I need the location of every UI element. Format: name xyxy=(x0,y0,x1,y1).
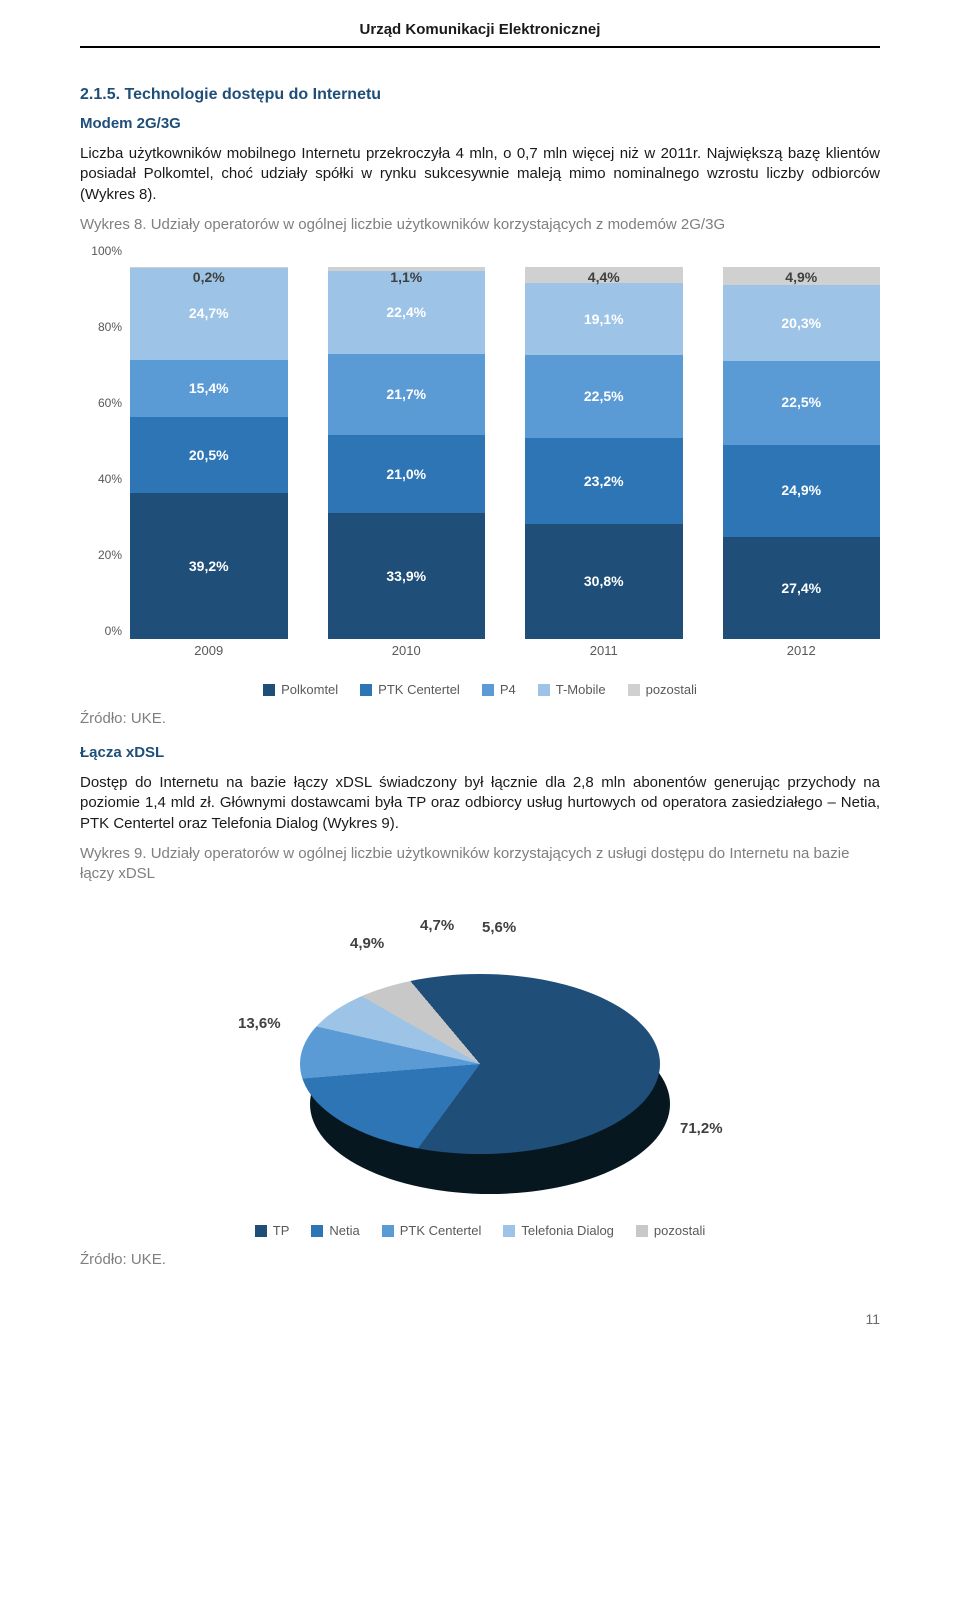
bar-segment: 20,5% xyxy=(130,417,288,493)
legend-label: P4 xyxy=(500,681,516,699)
legend-swatch xyxy=(503,1225,515,1237)
legend-swatch xyxy=(311,1225,323,1237)
bar-segment: 22,5% xyxy=(525,355,683,439)
bar-segment: 21,0% xyxy=(328,435,486,513)
stacked-bar-chart: 0% 20% 40% 60% 80% 100% 0,2%24,7%15,4%20,5%39… xyxy=(80,243,880,699)
stacked-bar: 4,9%20,3%22,5%24,9%27,4% xyxy=(723,267,881,639)
bar-column: 4,9%20,3%22,5%24,9%27,4%2012 xyxy=(723,267,881,663)
bar-top-label: 1,1% xyxy=(328,267,486,287)
pie-legend: TP Netia PTK Centertel Telefonia Dialog pozo… xyxy=(80,1222,880,1240)
legend-item: Netia xyxy=(311,1222,359,1240)
stacked-legend: Polkomtel PTK Centertel P4 T-Mobile pozostal… xyxy=(80,681,880,699)
legend-label: TP xyxy=(273,1222,290,1240)
y-axis: 0% 20% 40% 60% 80% 100% xyxy=(80,243,128,639)
bar-segment: 21,7% xyxy=(328,354,486,435)
x-category: 2011 xyxy=(525,639,683,663)
y-tick: 100% xyxy=(80,243,122,259)
stacked-bar: 1,1%22,4%21,7%21,0%33,9% xyxy=(328,267,486,639)
legend-swatch xyxy=(360,684,372,696)
bar-segment: 15,4% xyxy=(130,360,288,417)
source-1: Źródło: UKE. xyxy=(80,709,880,729)
bar-segment: 30,8% xyxy=(525,524,683,639)
legend-item: Polkomtel xyxy=(263,681,338,699)
pie-slice-label: 4,9% xyxy=(350,934,384,954)
bar-segment: 19,1% xyxy=(525,283,683,354)
legend-swatch xyxy=(538,684,550,696)
page-header: Urząd Komunikacji Elektronicznej xyxy=(80,20,880,48)
stacked-bar: 0,2%24,7%15,4%20,5%39,2% xyxy=(130,267,288,639)
legend-label: Netia xyxy=(329,1222,359,1240)
legend-item: Telefonia Dialog xyxy=(503,1222,614,1240)
chart8-caption: Wykres 8. Udziały operatorów w ogólnej l… xyxy=(80,215,880,235)
legend-item: P4 xyxy=(482,681,516,699)
stacked-bar: 4,4%19,1%22,5%23,2%30,8% xyxy=(525,267,683,639)
legend-label: T-Mobile xyxy=(556,681,606,699)
legend-item: pozostali xyxy=(628,681,697,699)
y-tick: 80% xyxy=(80,319,122,335)
paragraph-2: Dostęp do Internetu na bazie łączy xDSL … xyxy=(80,773,880,834)
legend-label: Polkomtel xyxy=(281,681,338,699)
y-tick: 0% xyxy=(80,623,122,639)
bar-column: 0,2%24,7%15,4%20,5%39,2%2009 xyxy=(130,267,288,663)
legend-item: TP xyxy=(255,1222,290,1240)
bar-segment: 20,3% xyxy=(723,285,881,361)
bar-segment: 39,2% xyxy=(130,493,288,639)
bar-segment: 22,5% xyxy=(723,361,881,445)
legend-label: Telefonia Dialog xyxy=(521,1222,614,1240)
legend-label: pozostali xyxy=(654,1222,705,1240)
paragraph-1: Liczba użytkowników mobilnego Internetu … xyxy=(80,144,880,205)
legend-swatch xyxy=(255,1225,267,1237)
legend-swatch xyxy=(382,1225,394,1237)
pie-face xyxy=(300,974,660,1154)
section-title: 2.1.5. Technologie dostępu do Internetu xyxy=(80,84,880,106)
legend-swatch xyxy=(263,684,275,696)
bar-top-label: 4,9% xyxy=(723,267,881,287)
page-number: 11 xyxy=(80,1310,880,1329)
bar-top-label: 4,4% xyxy=(525,267,683,287)
legend-swatch xyxy=(482,684,494,696)
source-2: Źródło: UKE. xyxy=(80,1250,880,1270)
bar-segment: 33,9% xyxy=(328,513,486,639)
legend-label: PTK Centertel xyxy=(400,1222,482,1240)
bar-column: 4,4%19,1%22,5%23,2%30,8%2011 xyxy=(525,267,683,663)
y-tick: 20% xyxy=(80,547,122,563)
pie-slice-label: 71,2% xyxy=(680,1119,723,1139)
legend-label: PTK Centertel xyxy=(378,681,460,699)
legend-swatch xyxy=(636,1225,648,1237)
legend-item: T-Mobile xyxy=(538,681,606,699)
legend-swatch xyxy=(628,684,640,696)
subhead-modem: Modem 2G/3G xyxy=(80,114,880,134)
x-category: 2012 xyxy=(723,639,881,663)
pie-slice-label: 4,7% xyxy=(420,916,454,936)
subhead-xdsl: Łącza xDSL xyxy=(80,743,880,763)
pie-slice-label: 5,6% xyxy=(482,918,516,938)
chart9-caption: Wykres 9. Udziały operatorów w ogólnej l… xyxy=(80,844,880,885)
pie-slice-label: 13,6% xyxy=(238,1014,281,1034)
x-category: 2010 xyxy=(328,639,486,663)
legend-item: PTK Centertel xyxy=(360,681,460,699)
y-tick: 60% xyxy=(80,395,122,411)
bar-segment: 24,9% xyxy=(723,445,881,538)
bar-segment: 27,4% xyxy=(723,537,881,639)
legend-item: PTK Centertel xyxy=(382,1222,482,1240)
y-tick: 40% xyxy=(80,471,122,487)
pie-chart: 71,2% 13,6% 4,9% 4,7% 5,6% xyxy=(220,904,740,1204)
bar-top-label: 0,2% xyxy=(130,267,288,287)
x-category: 2009 xyxy=(130,639,288,663)
bar-column: 1,1%22,4%21,7%21,0%33,9%2010 xyxy=(328,267,486,663)
legend-item: pozostali xyxy=(636,1222,705,1240)
bar-segment: 23,2% xyxy=(525,438,683,524)
legend-label: pozostali xyxy=(646,681,697,699)
